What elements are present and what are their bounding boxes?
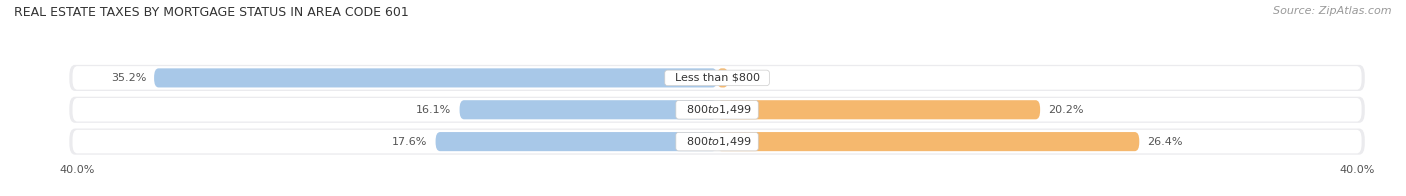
Text: REAL ESTATE TAXES BY MORTGAGE STATUS IN AREA CODE 601: REAL ESTATE TAXES BY MORTGAGE STATUS IN … bbox=[14, 6, 409, 19]
FancyBboxPatch shape bbox=[460, 100, 717, 119]
FancyBboxPatch shape bbox=[717, 68, 728, 87]
Text: $800 to $1,499: $800 to $1,499 bbox=[679, 103, 755, 116]
FancyBboxPatch shape bbox=[717, 100, 1040, 119]
Text: $800 to $1,499: $800 to $1,499 bbox=[679, 135, 755, 148]
Text: 17.6%: 17.6% bbox=[392, 137, 427, 147]
Text: Source: ZipAtlas.com: Source: ZipAtlas.com bbox=[1274, 6, 1392, 16]
Text: 26.4%: 26.4% bbox=[1147, 137, 1182, 147]
Text: 0.7%: 0.7% bbox=[737, 73, 765, 83]
FancyBboxPatch shape bbox=[69, 65, 1365, 91]
Text: 35.2%: 35.2% bbox=[111, 73, 146, 83]
FancyBboxPatch shape bbox=[69, 97, 1365, 123]
FancyBboxPatch shape bbox=[155, 68, 717, 87]
FancyBboxPatch shape bbox=[73, 66, 1361, 90]
Text: 20.2%: 20.2% bbox=[1047, 105, 1084, 115]
FancyBboxPatch shape bbox=[717, 132, 1139, 151]
FancyBboxPatch shape bbox=[73, 98, 1361, 122]
FancyBboxPatch shape bbox=[73, 130, 1361, 153]
Text: 16.1%: 16.1% bbox=[416, 105, 451, 115]
FancyBboxPatch shape bbox=[436, 132, 717, 151]
Text: Less than $800: Less than $800 bbox=[668, 73, 766, 83]
FancyBboxPatch shape bbox=[69, 129, 1365, 155]
